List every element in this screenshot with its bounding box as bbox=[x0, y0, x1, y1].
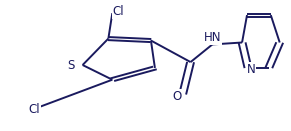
Text: Cl: Cl bbox=[28, 103, 40, 116]
Text: O: O bbox=[173, 90, 182, 103]
Text: N: N bbox=[246, 63, 255, 76]
Text: HN: HN bbox=[204, 31, 221, 44]
Text: Cl: Cl bbox=[113, 5, 125, 18]
Text: S: S bbox=[67, 59, 74, 72]
